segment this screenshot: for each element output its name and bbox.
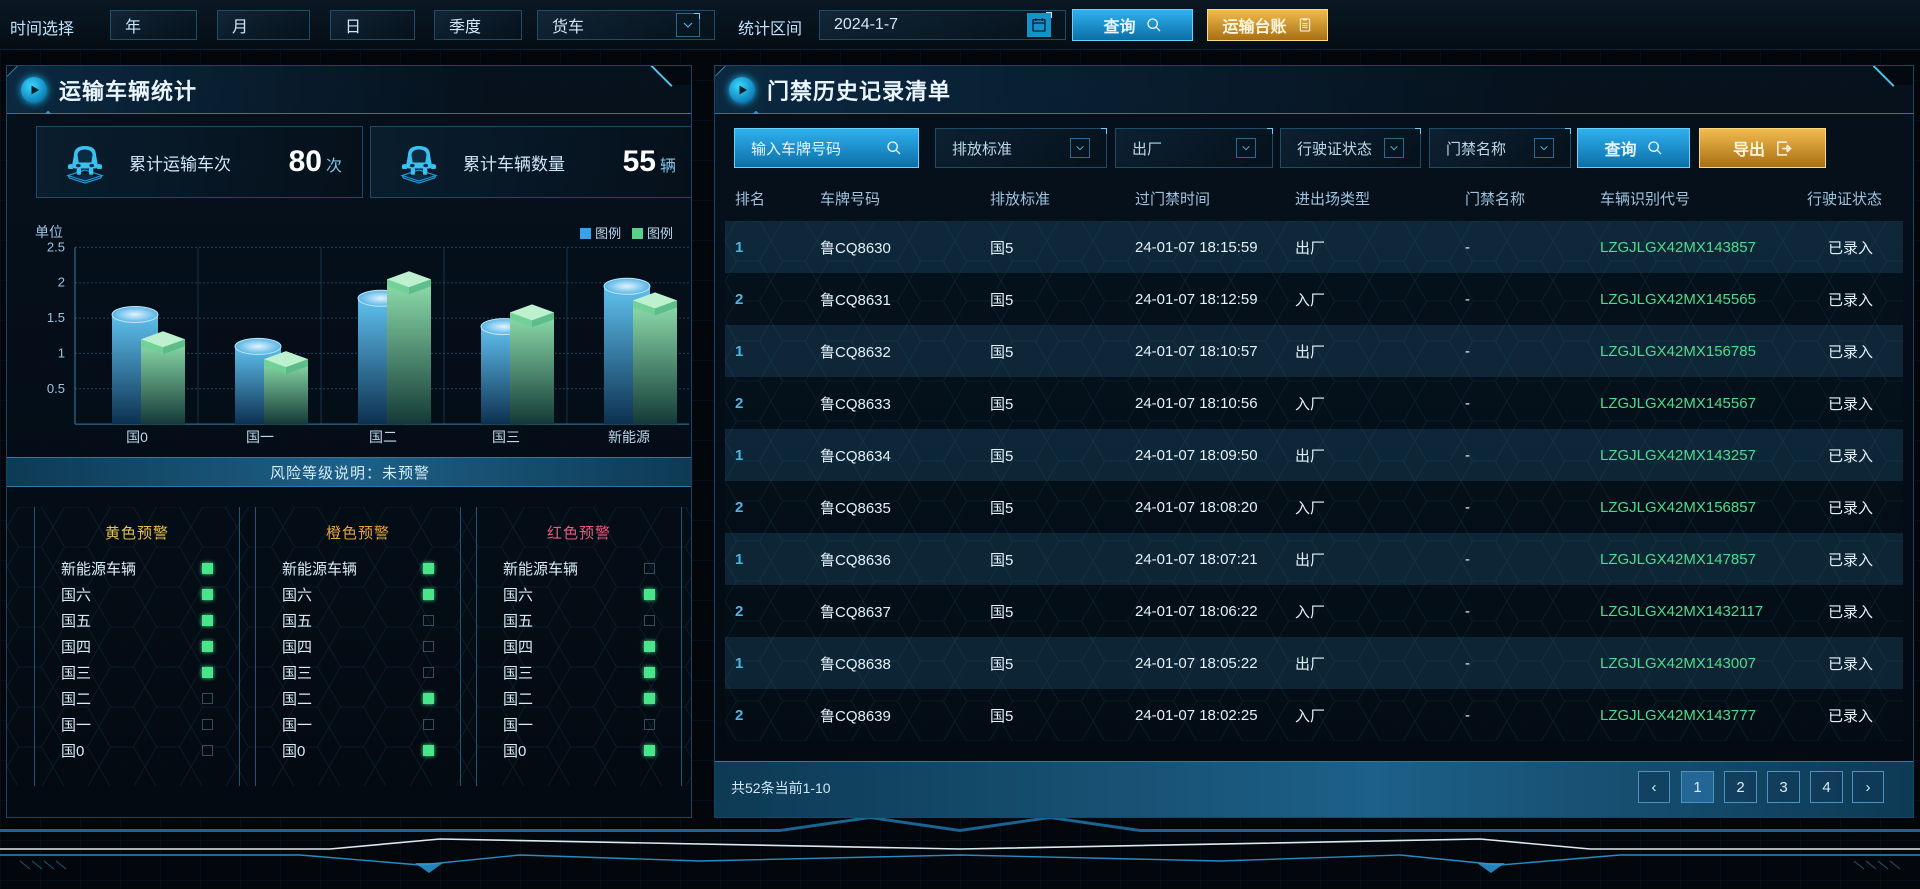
svg-text:2: 2 xyxy=(58,275,65,290)
svg-text:国0: 国0 xyxy=(126,429,148,445)
svg-text:国二: 国二 xyxy=(369,429,397,445)
svg-text:1.5: 1.5 xyxy=(47,310,65,325)
svg-text:国一: 国一 xyxy=(246,429,274,445)
svg-text:国三: 国三 xyxy=(492,429,520,445)
svg-text:0.5: 0.5 xyxy=(47,381,65,396)
svg-text:新能源: 新能源 xyxy=(608,429,650,445)
svg-text:1: 1 xyxy=(58,345,65,360)
